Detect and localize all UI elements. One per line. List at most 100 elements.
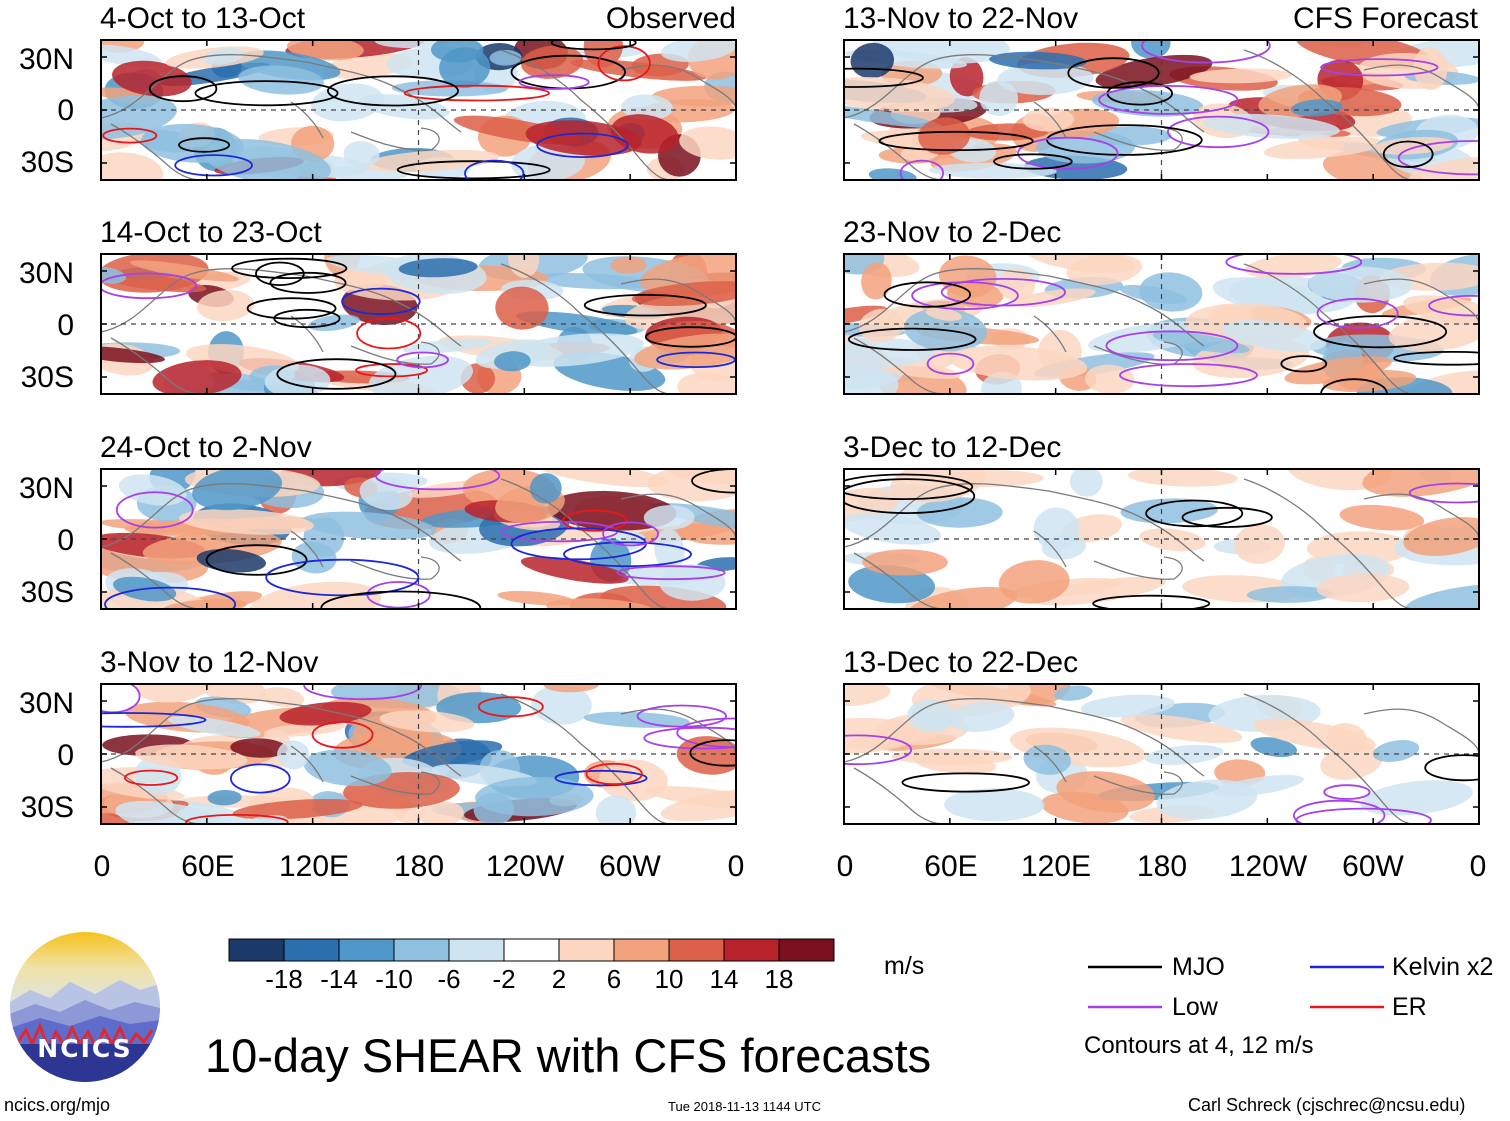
shear-blob: [1069, 469, 1103, 497]
shear-blob: [101, 266, 126, 284]
colorbar-swatch: [228, 938, 285, 962]
contour-line: [101, 712, 207, 728]
contour-line: [844, 473, 974, 500]
contour-line: [341, 287, 421, 316]
shear-blob: [645, 786, 736, 810]
coastline: [844, 54, 1205, 133]
lon-label-left-120e: 120E: [278, 850, 350, 883]
colorbar-swatch: [393, 938, 450, 962]
contour-line: [1408, 482, 1479, 504]
lon-label-left-120w: 120W: [485, 850, 565, 883]
colorbar-label-6: 6: [606, 964, 622, 994]
shear-blob: [192, 469, 283, 511]
shear-blob: [1284, 356, 1392, 385]
shear-blob: [264, 364, 331, 394]
contour-line: [374, 469, 501, 491]
logo-text: NCICS: [37, 1034, 133, 1063]
shear-blob: [948, 345, 1088, 381]
colorbar-label-m14: -14: [320, 964, 358, 994]
coastline: [853, 552, 945, 609]
contour-line: [320, 590, 482, 609]
contour-line: [1225, 254, 1363, 275]
lat-label-30n-row2: 30N: [18, 257, 74, 290]
contour-line: [174, 154, 253, 177]
contour-line: [246, 297, 337, 320]
shear-blob: [1308, 266, 1413, 303]
lon-label-right-120w: 120W: [1228, 850, 1308, 883]
map-panel-1-3: [843, 683, 1480, 825]
shear-blob: [844, 512, 942, 545]
shear-blob: [1131, 40, 1171, 59]
coastline: [500, 49, 672, 180]
shear-blob: [118, 474, 187, 506]
colorbar-label-18: 18: [764, 964, 794, 994]
contour-line: [1323, 784, 1371, 800]
shear-blob: [402, 338, 492, 354]
contour-line: [847, 327, 977, 351]
contour-line: [265, 558, 420, 597]
coastline: [1093, 771, 1183, 795]
colorbar-swatch: [778, 938, 835, 962]
coastline: [350, 127, 440, 151]
shear-blob: [891, 748, 1013, 765]
coastline: [1363, 64, 1479, 111]
shear-blob: [1022, 107, 1075, 132]
contour-line: [1017, 136, 1119, 170]
shear-blob: [621, 94, 673, 121]
panel-title-fcst-4: 13-Dec to 22-Dec: [843, 646, 1079, 679]
coastline: [1243, 478, 1415, 609]
contour-line: [269, 271, 347, 294]
shear-blob: [907, 699, 955, 733]
shear-blob: [668, 469, 736, 485]
lon-label-left-360: 0: [727, 850, 745, 883]
coastline: [620, 278, 736, 325]
map-panel-0-3: [100, 683, 737, 825]
shear-blob: [1127, 469, 1238, 487]
coastline: [620, 708, 736, 755]
panel-title-obs-4: 3-Nov to 12-Nov: [100, 646, 319, 679]
contour-line: [1181, 506, 1273, 528]
shear-blob: [162, 598, 248, 609]
lon-label-right-0: 0: [836, 850, 854, 883]
colorbar-label-14: 14: [709, 964, 739, 994]
shear-blob: [1088, 126, 1172, 146]
footer-url[interactable]: ncics.org/mjo: [4, 1095, 111, 1115]
shear-blob: [101, 782, 185, 800]
contour-line: [1098, 85, 1239, 115]
shear-blob: [998, 560, 1070, 604]
shear-blob: [495, 286, 549, 330]
shear-blob: [101, 346, 165, 364]
contour-line: [636, 704, 727, 728]
contour-line: [1313, 315, 1448, 349]
shear-blob: [944, 788, 1045, 822]
colorbar-swatch: [668, 938, 725, 962]
contour-line: [102, 127, 158, 144]
shear-blob: [858, 308, 904, 343]
lon-label-right-60w: 60W: [1342, 850, 1404, 883]
shear-blob: [343, 141, 380, 168]
contour-line: [993, 153, 1073, 170]
shear-blob: [918, 117, 971, 155]
contour-line: [1145, 499, 1244, 528]
colorbar-label-m10: -10: [375, 964, 413, 994]
shear-blob: [1244, 254, 1342, 279]
shear-blob: [359, 476, 413, 510]
shear-blob: [207, 789, 242, 806]
shear-blob: [1372, 136, 1454, 155]
coastline: [500, 693, 672, 824]
contour-line: [1393, 351, 1479, 366]
shear-blob: [115, 801, 229, 824]
shear-blob: [264, 722, 346, 737]
shear-blob: [862, 549, 948, 576]
shear-blob: [1403, 295, 1479, 326]
contour-line: [1320, 58, 1439, 77]
shear-blob: [238, 65, 324, 95]
lat-label-30n-row4: 30N: [18, 687, 74, 720]
shear-blob: [419, 801, 464, 824]
legend-label-kelvin: Kelvin x2: [1392, 953, 1494, 981]
map-panel-0-0: [100, 39, 737, 181]
contour-line: [355, 363, 429, 378]
coastline: [853, 767, 945, 824]
panel-title-fcst-2: 23-Nov to 2-Dec: [843, 216, 1062, 249]
coastline: [290, 745, 324, 783]
